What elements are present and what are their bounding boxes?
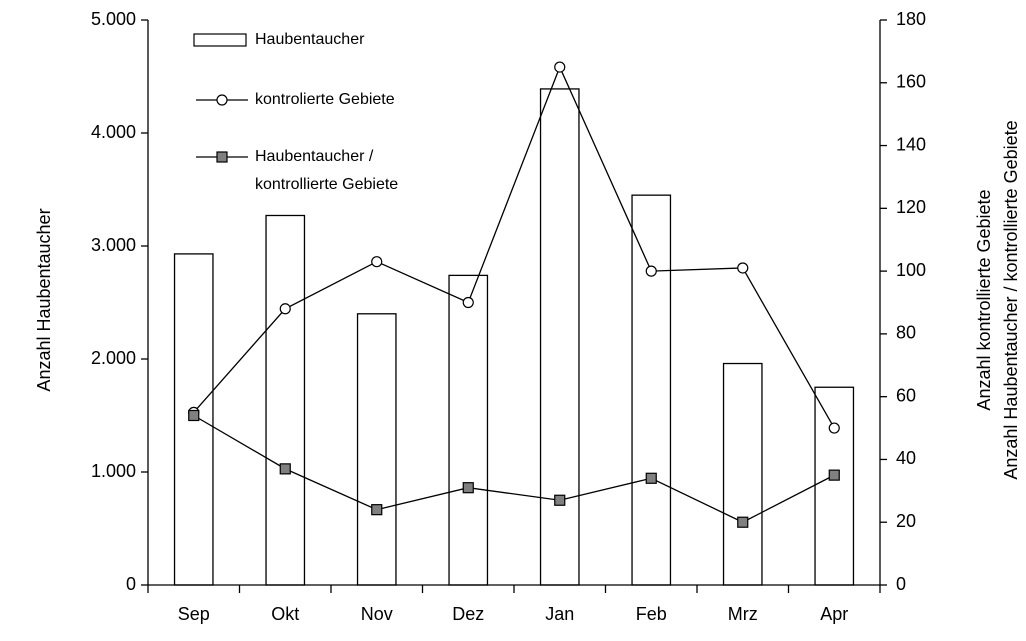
line <box>193 65 835 429</box>
y-tick-label: 4.000 <box>91 122 136 142</box>
bar <box>265 214 306 586</box>
y-tick-label: 3.000 <box>91 235 136 255</box>
point <box>188 409 200 422</box>
y2-tick-label: 100 <box>896 260 926 280</box>
point <box>279 303 291 315</box>
point <box>737 262 749 274</box>
x-tick-label: Mrz <box>728 604 758 624</box>
point <box>554 494 566 506</box>
point <box>828 469 840 481</box>
y2-tick-label: 60 <box>896 385 916 405</box>
y2-tick-label: 140 <box>896 134 926 154</box>
y2-tick-label: 120 <box>896 197 926 217</box>
x-tick-label: Feb <box>636 604 667 624</box>
bar <box>814 386 855 586</box>
x-tick-label: Dez <box>452 604 484 624</box>
y2-axis-label: Anzahl Haubentaucher / kontrollierte Geb… <box>1001 120 1021 479</box>
y-axis-label: Anzahl Haubentaucher <box>34 208 54 391</box>
legend-label: kontrolierte Gebiete <box>255 91 395 108</box>
x-tick-label: Jan <box>545 604 574 624</box>
line <box>193 414 835 523</box>
bar <box>631 194 672 586</box>
bar <box>722 362 763 586</box>
point <box>828 422 840 434</box>
y-tick-label: 0 <box>126 574 136 594</box>
point <box>462 482 474 494</box>
bar <box>356 313 397 586</box>
y-tick-label: 2.000 <box>91 348 136 368</box>
y-tick-label: 5.000 <box>91 9 136 29</box>
point <box>554 61 566 73</box>
y2-tick-label: 180 <box>896 9 926 29</box>
x-tick-label: Okt <box>271 604 299 624</box>
legend-label: Haubentaucher <box>255 31 365 48</box>
point <box>462 296 474 309</box>
y2-tick-label: 80 <box>896 323 916 343</box>
legend-swatch <box>193 33 247 47</box>
point <box>737 516 749 528</box>
point <box>371 504 383 516</box>
y2-axis-label: Anzahl kontrollierte Gebiete <box>974 189 994 410</box>
y2-tick-label: 0 <box>896 574 906 594</box>
point <box>216 94 228 106</box>
x-tick-label: Nov <box>361 604 393 624</box>
bar <box>539 88 580 586</box>
x-tick-label: Sep <box>178 604 210 624</box>
point <box>645 472 657 484</box>
bar <box>448 274 489 586</box>
point <box>279 463 291 475</box>
point <box>216 151 228 163</box>
legend-label: Haubentaucher / kontrollierte Gebiete <box>255 148 399 193</box>
y2-tick-label: 20 <box>896 511 916 531</box>
y-tick-label: 1.000 <box>91 461 136 481</box>
point <box>371 256 383 268</box>
x-tick-label: Apr <box>820 604 848 624</box>
point <box>645 265 657 277</box>
y2-tick-label: 160 <box>896 72 926 92</box>
y2-tick-label: 40 <box>896 448 916 468</box>
